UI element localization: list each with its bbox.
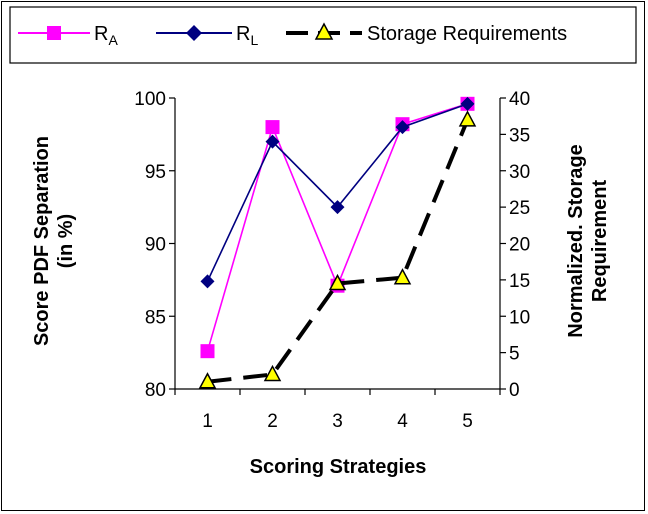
y-right-axis-title-line2: Requirement <box>589 180 611 303</box>
series-1-point <box>460 96 475 111</box>
legend-marker-ra <box>47 26 61 40</box>
y-left-tick-label: 100 <box>134 89 166 110</box>
y-left-tick-label: 80 <box>145 380 166 401</box>
legend-marker-rl <box>186 25 202 41</box>
y-right-tick-label: 25 <box>509 198 530 219</box>
x-axis-title: Scoring Strategies <box>250 456 427 478</box>
y-right-tick-label: 20 <box>509 235 530 256</box>
y-left-axis-title-line2: (in %) <box>55 214 77 268</box>
series-2-point <box>263 364 282 382</box>
series-line-1 <box>206 103 468 282</box>
series-2-point <box>393 268 412 285</box>
y-right-tick-label: 30 <box>509 162 530 183</box>
legend-label-rl: RL <box>236 23 258 48</box>
series-2-point <box>198 372 217 389</box>
x-tick-label: 5 <box>462 411 473 432</box>
plot-area: 80 85 90 95 100 0 5 10 15 20 25 30 35 40 1 2 3 4 5 <box>134 89 530 432</box>
y-right-tick-label: 5 <box>509 344 520 365</box>
y-right-tick-label: 15 <box>509 271 530 292</box>
legend-marker-storage <box>314 22 334 40</box>
legend-label-ra: RA <box>94 23 118 48</box>
legend-label-storage: Storage Requirements <box>367 23 567 45</box>
x-tick-label: 3 <box>332 411 343 432</box>
legend-entry-rl: RL <box>156 23 258 48</box>
legend-box <box>9 6 637 64</box>
y-left-axis-title-line1: Score PDF Separation <box>31 136 53 346</box>
legend-entry-storage: Storage Requirements <box>286 22 567 45</box>
series-1-point <box>330 200 345 215</box>
y-right-axis-title: Normalized. Storage Requirement <box>565 144 611 337</box>
y-right-tick-label: 35 <box>509 125 530 146</box>
y-right-axis-title-line1: Normalized. Storage <box>565 144 587 337</box>
series-0-point <box>200 344 215 359</box>
y-left-axis-title: Score PDF Separation (in %) <box>31 136 77 346</box>
x-tick-label: 1 <box>202 411 213 432</box>
series-1-point <box>200 274 215 289</box>
series-2-point <box>328 273 347 291</box>
y-left-tick-label: 85 <box>145 307 166 328</box>
x-tick-label: 4 <box>397 411 408 432</box>
y-left-tick-label: 90 <box>145 235 166 256</box>
y-right-tick-label: 40 <box>509 89 530 110</box>
legend-entry-ra: RA <box>18 23 118 48</box>
y-right-tick-label: 0 <box>509 380 520 401</box>
series-1-point <box>395 120 410 135</box>
x-tick-label: 2 <box>267 411 278 432</box>
series-0-point <box>265 120 280 135</box>
series-line-0 <box>206 103 468 352</box>
series-1-point <box>265 134 280 149</box>
series-2-point <box>458 110 477 127</box>
series-line-2 <box>207 119 470 384</box>
y-right-tick-label: 10 <box>509 307 530 328</box>
y-left-tick-label: 95 <box>145 162 166 183</box>
